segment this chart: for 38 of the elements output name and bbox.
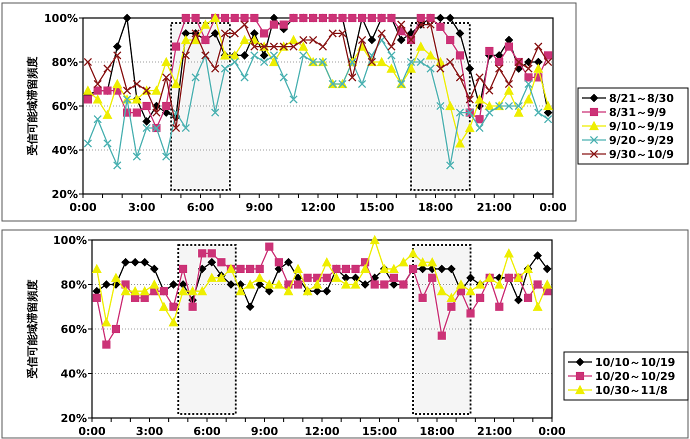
x-tick-label: 12:00 bbox=[300, 201, 336, 214]
x-tick-label: 15:00 bbox=[362, 425, 398, 438]
x-tick-label: 0:00 bbox=[538, 425, 566, 438]
y-axis-title: 受信可能域滞留頻度 bbox=[26, 280, 39, 380]
x-tick-label: 3:00 bbox=[136, 425, 164, 438]
y-tick-label: 100% bbox=[44, 12, 78, 25]
x-tick-label: 9:00 bbox=[250, 425, 279, 438]
x-tick-label: 18:00 bbox=[418, 201, 454, 214]
y-tick-label: 80% bbox=[60, 278, 87, 292]
x-tick-label: 12:00 bbox=[304, 425, 340, 438]
x-tick-label: 9:00 bbox=[246, 201, 274, 214]
legend-label: 8/21～8/30 bbox=[609, 92, 674, 105]
x-tick-label: 18:00 bbox=[419, 425, 455, 438]
legend-label: 9/30～10/9 bbox=[609, 148, 674, 161]
x-tick-label: 3:00 bbox=[128, 201, 156, 214]
legend-label: 10/30～11/8 bbox=[595, 384, 668, 397]
x-tick-label: 0:00 bbox=[69, 201, 98, 214]
legend-label: 9/20～9/29 bbox=[609, 134, 674, 147]
y-tick-label: 20% bbox=[60, 412, 87, 425]
y-tick-label: 40% bbox=[60, 368, 87, 380]
x-tick-label: 0:00 bbox=[78, 425, 106, 438]
legend-label: 10/10～10/19 bbox=[595, 356, 676, 369]
y-tick-label: 60% bbox=[52, 100, 78, 113]
legend-label: 8/31～9/9 bbox=[609, 106, 666, 119]
x-tick-label: 21:00 bbox=[476, 425, 512, 438]
y-tick-label: 60% bbox=[60, 323, 87, 336]
x-tick-label: 21:00 bbox=[476, 201, 512, 214]
x-tick-label: 0:00 bbox=[539, 201, 568, 214]
y-tick-label: 20% bbox=[52, 188, 78, 201]
x-tick-label: 6:00 bbox=[186, 201, 215, 214]
x-tick-label: 6:00 bbox=[193, 425, 222, 438]
y-tick-label: 80% bbox=[52, 56, 78, 69]
y-axis-title: 受信可能域滞留頻度 bbox=[26, 56, 39, 156]
legend-label: 9/10～9/19 bbox=[609, 120, 674, 133]
y-tick-label: 100% bbox=[53, 234, 87, 247]
x-tick-label: 15:00 bbox=[359, 201, 395, 214]
legend-label: 10/20～10/29 bbox=[595, 370, 676, 383]
y-tick-label: 40% bbox=[52, 144, 78, 157]
